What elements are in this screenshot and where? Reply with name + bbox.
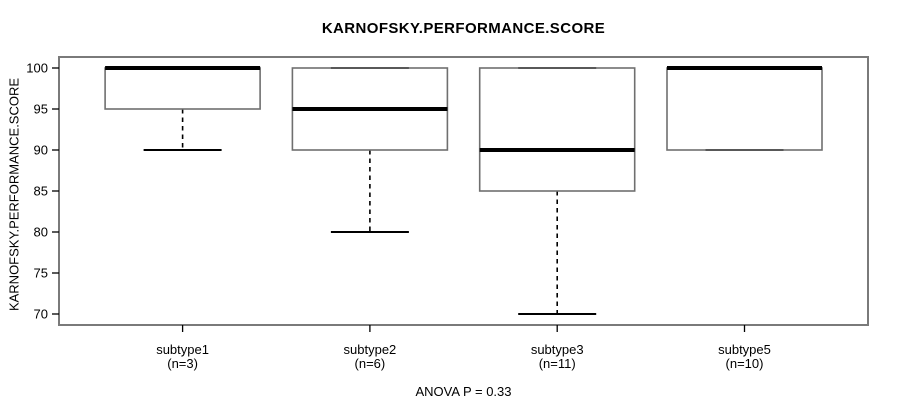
x-tick-sublabel: (n=3): [167, 356, 198, 371]
y-tick-label: 85: [34, 184, 48, 199]
y-tick-label: 100: [26, 61, 48, 76]
x-tick-label: subtype2: [344, 342, 397, 357]
iqr-box: [666, 67, 823, 151]
iqr-box: [104, 67, 261, 110]
x-tick-label: subtype3: [531, 342, 584, 357]
boxplot-subtype1: subtype1(n=3): [104, 66, 261, 371]
y-tick-label: 80: [34, 225, 48, 240]
y-tick-label: 95: [34, 102, 48, 117]
y-tick-label: 90: [34, 143, 48, 158]
chart-title: KARNOFSKY.PERFORMANCE.SCORE: [321, 20, 606, 37]
y-tick-label: 70: [34, 307, 48, 322]
x-tick-sublabel: (n=6): [355, 356, 386, 371]
anova-p-annotation: ANOVA P = 0.33: [415, 384, 512, 399]
x-tick-sublabel: (n=11): [539, 356, 576, 371]
iqr-box: [478, 67, 636, 192]
x-tick-sublabel: (n=10): [726, 356, 764, 371]
x-tick-label: subtype1: [156, 342, 209, 357]
boxplot-subtype5: subtype5(n=10): [666, 66, 823, 371]
boxplot-subtype2: subtype2(n=6): [291, 67, 449, 371]
y-tick-label: 75: [34, 266, 48, 281]
x-tick-label: subtype5: [718, 342, 771, 357]
boxplot-subtype3: subtype3(n=11): [478, 67, 636, 371]
